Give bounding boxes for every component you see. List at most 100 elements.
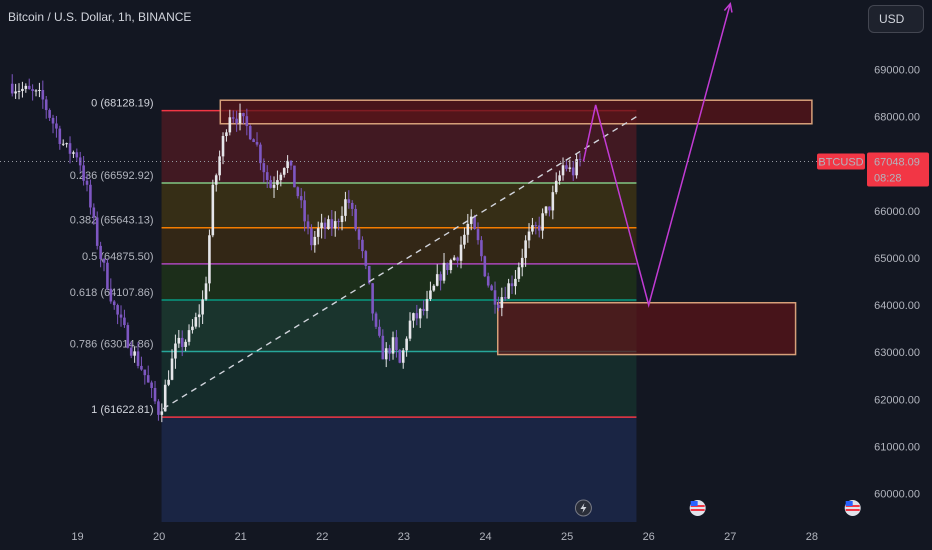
candle-body bbox=[524, 240, 527, 258]
candle-body bbox=[439, 274, 442, 281]
candle-body bbox=[123, 317, 126, 326]
candle-body bbox=[85, 180, 89, 185]
candle-body bbox=[459, 244, 463, 261]
candle-body bbox=[503, 297, 507, 299]
candle-body bbox=[279, 174, 283, 181]
candle-body bbox=[102, 259, 106, 263]
candle-body bbox=[449, 260, 453, 271]
candle-body bbox=[490, 285, 493, 291]
candle-body bbox=[201, 299, 204, 315]
candle-body bbox=[58, 128, 62, 144]
fib-band bbox=[161, 182, 637, 228]
candle-body bbox=[323, 222, 327, 229]
candle-body bbox=[242, 112, 245, 117]
candle-body bbox=[442, 262, 446, 281]
candle-body bbox=[191, 326, 194, 331]
ticker-tag: BTCUSD bbox=[818, 157, 863, 169]
candle-body bbox=[473, 216, 476, 230]
candle-body bbox=[425, 299, 429, 311]
candle-body bbox=[41, 90, 45, 100]
support-zone bbox=[496, 301, 797, 356]
candle-body bbox=[493, 290, 497, 305]
candle-body bbox=[140, 365, 143, 370]
candle-body bbox=[293, 165, 296, 188]
candle-body bbox=[204, 283, 208, 300]
candle-body bbox=[24, 85, 28, 89]
candle-body bbox=[255, 141, 259, 145]
candle-body bbox=[497, 304, 500, 308]
candle-body bbox=[357, 229, 361, 240]
fib-level-label: 1 (61622.81) bbox=[91, 404, 153, 416]
time-axis-label: 20 bbox=[153, 531, 165, 543]
event-markers bbox=[574, 499, 861, 517]
candle-body bbox=[388, 348, 391, 354]
candle-body bbox=[395, 337, 398, 350]
candle-body bbox=[340, 215, 344, 223]
candle-body bbox=[327, 219, 330, 229]
candle-body bbox=[265, 172, 269, 180]
resistance-zone bbox=[219, 99, 813, 125]
price-axis-label: 64000.00 bbox=[874, 300, 920, 312]
fib-level-label: 0.786 (63014.86) bbox=[70, 339, 154, 351]
candle-body bbox=[337, 221, 340, 223]
candle-body bbox=[252, 139, 255, 142]
time-axis-label: 22 bbox=[316, 531, 328, 543]
candle-body bbox=[412, 313, 415, 321]
candle-body bbox=[354, 208, 357, 230]
candle-body bbox=[116, 305, 119, 315]
candle-body bbox=[17, 90, 21, 92]
candle-body bbox=[391, 337, 395, 354]
candle-body bbox=[170, 358, 174, 380]
candle-body bbox=[344, 199, 347, 216]
candle-body bbox=[401, 350, 405, 363]
candle-body bbox=[245, 116, 249, 127]
candle-body bbox=[571, 167, 575, 176]
time-axis-label: 24 bbox=[479, 531, 491, 543]
candle-body bbox=[221, 136, 225, 157]
candle-body bbox=[429, 290, 432, 300]
fib-level-label: 0.5 (64875.50) bbox=[82, 251, 154, 263]
candle-body bbox=[299, 196, 303, 201]
candle-body bbox=[486, 276, 490, 286]
candle-body bbox=[167, 379, 170, 385]
candle-body bbox=[452, 257, 456, 261]
candle-body bbox=[238, 112, 242, 124]
candle-body bbox=[95, 217, 99, 246]
candle-body bbox=[21, 88, 24, 91]
candle-body bbox=[197, 314, 201, 318]
time-axis-label: 28 bbox=[806, 531, 818, 543]
candle-body bbox=[194, 317, 198, 327]
candle-body bbox=[34, 90, 38, 92]
candle-body bbox=[469, 216, 473, 224]
candle-body bbox=[537, 225, 541, 231]
currency-button[interactable]: USD bbox=[868, 5, 924, 33]
candle-body bbox=[174, 343, 177, 359]
candle-body bbox=[82, 165, 85, 181]
candle-body bbox=[483, 256, 487, 277]
candle-body bbox=[520, 257, 524, 268]
candle-body bbox=[367, 265, 371, 284]
fib-extension-band bbox=[161, 417, 637, 522]
candle-body bbox=[565, 165, 568, 169]
symbol-title[interactable]: Bitcoin / U.S. Dollar, 1h, BINANCE bbox=[8, 10, 192, 24]
candle-body bbox=[320, 222, 323, 229]
candle-body bbox=[527, 231, 531, 241]
candle-body bbox=[150, 382, 153, 388]
fib-band bbox=[161, 263, 637, 301]
candle-body bbox=[272, 184, 276, 188]
candle-body bbox=[350, 202, 354, 209]
candle-body bbox=[269, 179, 272, 188]
candle-body bbox=[463, 234, 466, 245]
candle-body bbox=[143, 369, 147, 376]
price-axis-label: 65000.00 bbox=[874, 253, 920, 265]
candle-body bbox=[381, 335, 385, 360]
candle-body bbox=[44, 99, 48, 111]
candle-body bbox=[289, 160, 293, 166]
time-axis-label: 23 bbox=[398, 531, 410, 543]
price-axis-label: 66000.00 bbox=[874, 206, 920, 218]
candle-body bbox=[286, 160, 289, 169]
candle-body bbox=[306, 221, 310, 229]
candle-body bbox=[184, 341, 187, 347]
